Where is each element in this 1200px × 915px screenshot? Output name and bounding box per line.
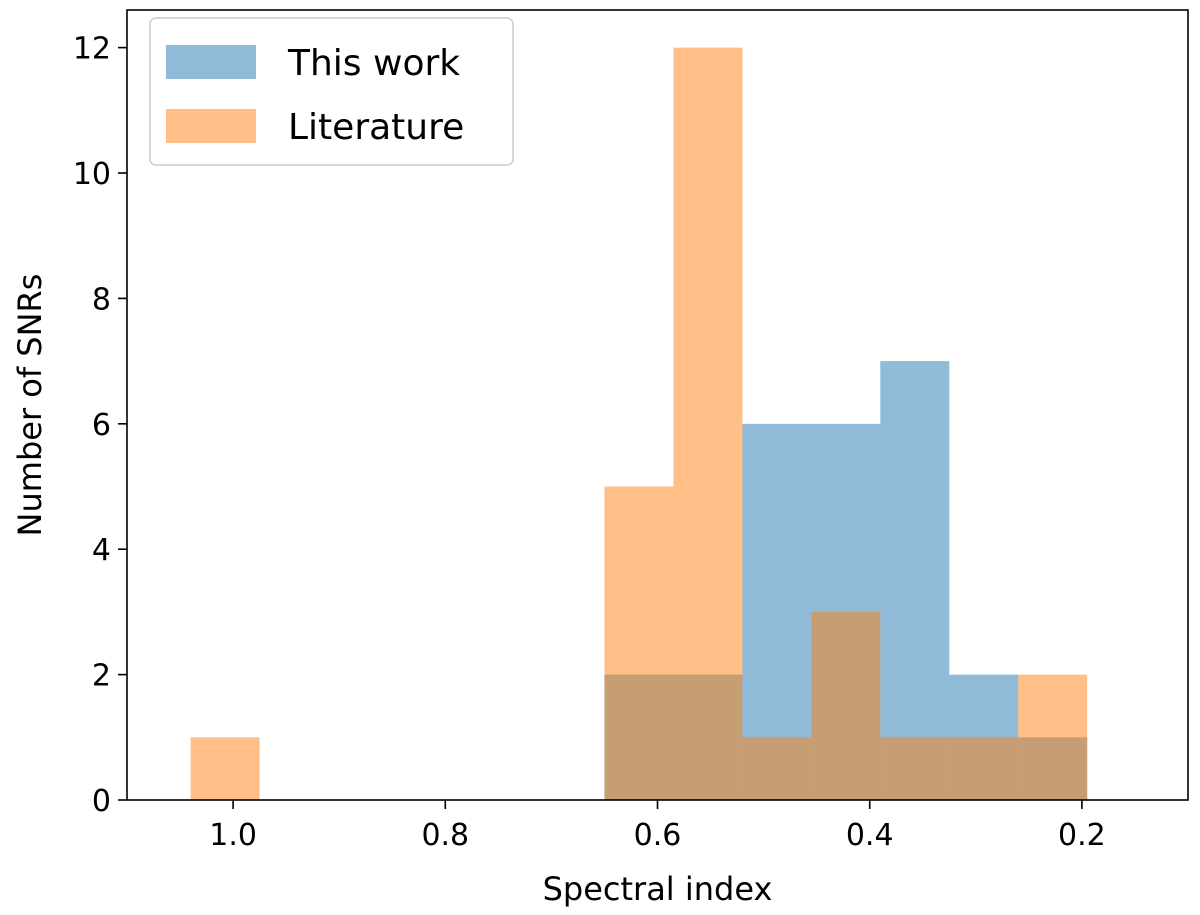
- bar-series-1-bin-11: [949, 737, 1019, 800]
- y-axis-ticks: 0 2 4 6 8 10 12: [73, 32, 127, 819]
- y-tick-label: 4: [92, 533, 111, 568]
- bar-series-0-bin-10: [880, 361, 950, 800]
- y-tick-label: 8: [92, 282, 111, 317]
- legend-swatch: [166, 45, 256, 79]
- bar-series-1-bin-12: [1018, 674, 1088, 800]
- x-axis-title: Spectral index: [543, 870, 773, 908]
- x-axis-ticks: 1.0 0.8 0.6 0.4 0.2: [209, 800, 1106, 853]
- bar-series-1-bin-6: [604, 486, 674, 800]
- legend-swatch: [166, 109, 256, 143]
- bars-layer: [190, 47, 1088, 801]
- legend-label: This work: [287, 43, 460, 84]
- x-tick-label: 0.2: [1058, 818, 1106, 853]
- bar-series-1-bin-7: [673, 47, 743, 801]
- y-axis-title: Number of SNRs: [11, 274, 49, 537]
- x-tick-label: 0.4: [846, 818, 894, 853]
- y-tick-label: 6: [92, 408, 111, 443]
- x-tick-label: 0.6: [634, 818, 682, 853]
- x-tick-label: 1.0: [209, 818, 257, 853]
- y-tick-label: 0: [92, 784, 111, 819]
- bar-series-1-bin-10: [880, 737, 950, 800]
- y-tick-label: 10: [73, 157, 111, 192]
- x-tick-label: 0.8: [421, 818, 469, 853]
- bar-series-1-bin-8: [742, 737, 812, 800]
- bar-series-1-bin-9: [811, 611, 881, 800]
- bar-series-1-bin-0: [190, 737, 260, 800]
- y-tick-label: 2: [92, 659, 111, 694]
- y-tick-label: 12: [73, 32, 111, 67]
- legend: This work Literature: [149, 17, 514, 166]
- legend-label: Literature: [288, 107, 464, 148]
